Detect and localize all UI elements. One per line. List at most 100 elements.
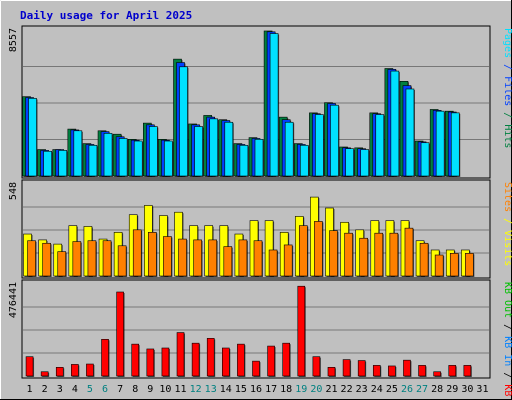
x-tick-label: 7 — [117, 384, 123, 395]
bar-kb-f — [357, 360, 366, 377]
x-tick-label: 21 — [325, 384, 337, 395]
bar-sites — [208, 239, 218, 277]
bar-pages — [28, 98, 37, 177]
panel-legend: Sites / Visits — [502, 182, 512, 266]
x-tick-label: 15 — [235, 384, 247, 395]
x-tick-label: 30 — [461, 384, 473, 395]
bar-pages — [73, 130, 83, 177]
panel-legend: KB Out / KB In / KB F — [502, 282, 512, 400]
bar-sites — [87, 240, 97, 277]
bar-kb-f — [448, 365, 457, 377]
bar-sites — [389, 232, 399, 277]
x-tick-label: 26 — [401, 384, 413, 395]
bar-pages — [88, 144, 98, 177]
legend-entry: / — [502, 366, 512, 384]
x-tick-label: 4 — [72, 384, 78, 395]
bar-sites — [404, 227, 414, 277]
bar-pages — [345, 148, 354, 177]
bar-sites — [329, 230, 338, 277]
bar-kb-f — [206, 338, 215, 377]
bar-pages — [118, 138, 128, 177]
bar-kb-f — [433, 371, 441, 377]
bar-kb-f — [372, 365, 381, 377]
panel-max-label: 548 — [8, 182, 19, 200]
bar-pages — [299, 144, 309, 177]
bar-kb-f — [252, 360, 260, 377]
x-tick-label: 17 — [265, 384, 277, 395]
x-tick-label: 9 — [147, 384, 153, 395]
x-tick-label: 11 — [174, 384, 186, 395]
bar-pages — [239, 144, 249, 177]
bar-kb-f — [176, 332, 185, 377]
bar-sites — [253, 240, 263, 277]
bar-pages — [194, 126, 203, 177]
bar-kb-f — [312, 356, 321, 377]
x-tick-label: 12 — [190, 384, 202, 395]
legend-entry: / Visits — [502, 212, 512, 266]
bar-sites — [419, 242, 429, 277]
bar-kb-f — [388, 365, 396, 377]
bar-kb-f — [191, 342, 200, 377]
panel-2: 548 Sites / Visits — [8, 179, 512, 279]
bar-kb-f — [71, 364, 79, 377]
bar-sites — [102, 240, 112, 277]
legend-entry: / Hits — [502, 106, 512, 148]
bar-sites — [283, 244, 293, 277]
x-tick-label: 28 — [431, 384, 443, 395]
panel-legend: Pages / Files / Hits — [502, 28, 512, 148]
bar-pages — [375, 114, 385, 177]
bar-kb-f — [161, 347, 170, 377]
bar-sites — [298, 225, 308, 277]
legend-entry: KB Out — [502, 282, 512, 318]
bar-pages — [284, 121, 294, 177]
bar-pages — [149, 126, 158, 177]
bar-pages — [254, 139, 264, 177]
chart-title: Daily usage for April 2025 — [20, 9, 192, 22]
bar-pages — [315, 114, 324, 177]
bar-kb-f — [40, 371, 49, 377]
bar-sites — [223, 246, 233, 277]
bar-kb-f — [418, 365, 426, 377]
bar-pages — [133, 140, 143, 177]
panel-3: 476441 KB Out / KB In / KB F — [8, 279, 512, 400]
bar-sites — [178, 238, 187, 277]
bar-pages — [435, 110, 445, 177]
legend-entry: KB In — [502, 336, 512, 366]
x-tick-label: 3 — [57, 384, 63, 395]
bar-kb-f — [282, 342, 290, 377]
bar-sites — [374, 232, 384, 277]
legend-entry: / Files — [502, 58, 512, 106]
bar-sites — [57, 251, 67, 277]
bar-sites — [314, 221, 323, 277]
legend-entry: Pages — [502, 28, 512, 58]
legend-entry: Sites — [502, 182, 512, 212]
bar-pages — [405, 88, 415, 177]
bar-pages — [330, 104, 339, 177]
bar-kb-f — [116, 291, 124, 377]
x-tick-label: 16 — [250, 384, 262, 395]
bar-kb-f — [267, 345, 275, 377]
bar-pages — [450, 112, 460, 177]
x-tick-label: 25 — [386, 384, 398, 395]
panel-1: 8557 Pages / Files / Hits — [8, 25, 512, 179]
x-tick-label: 22 — [341, 384, 353, 395]
bar-kb-f — [463, 365, 472, 377]
x-tick-label: 1 — [27, 384, 33, 395]
bar-sites — [148, 232, 157, 277]
bar-sites — [42, 242, 51, 277]
bar-pages — [43, 150, 52, 177]
bar-sites — [344, 232, 353, 277]
panel-max-label: 476441 — [8, 282, 19, 318]
x-tick-label: 5 — [87, 384, 93, 395]
bar-sites — [117, 245, 127, 277]
x-tick-label: 20 — [310, 384, 322, 395]
bar-kb-f — [342, 359, 351, 377]
x-tick-label: 10 — [159, 384, 171, 395]
x-tick-label: 18 — [280, 384, 292, 395]
bar-pages — [179, 66, 188, 177]
bar-sites — [434, 254, 444, 277]
bar-sites — [132, 229, 142, 277]
bar-kb-f — [101, 339, 109, 377]
bar-pages — [224, 121, 234, 177]
